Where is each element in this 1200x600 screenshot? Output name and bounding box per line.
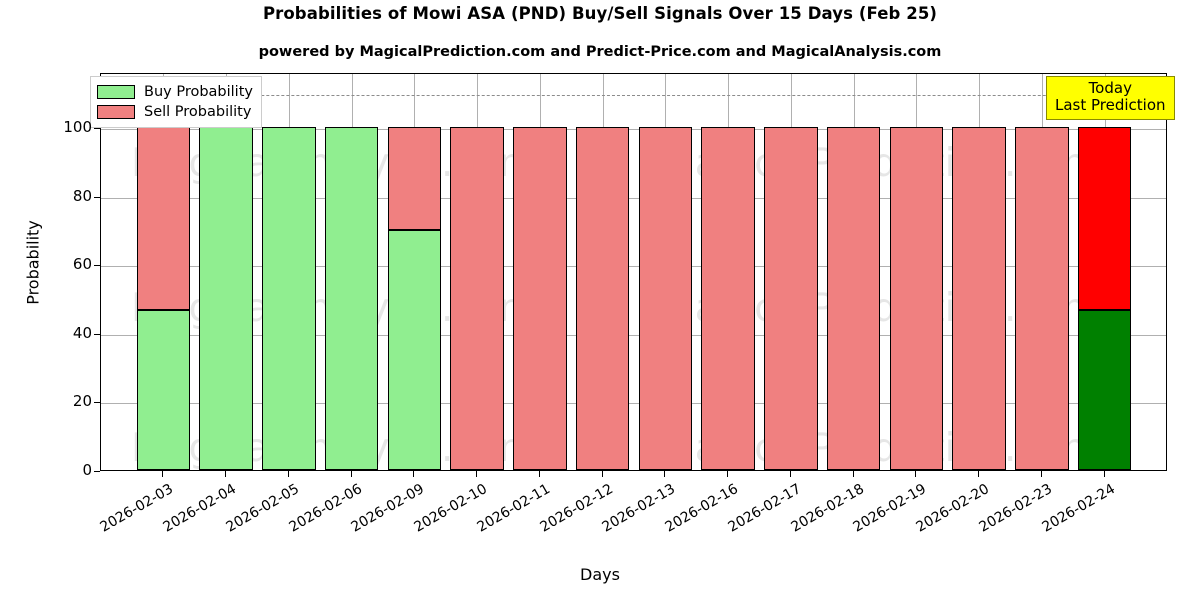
y-axis-tick-mark — [94, 265, 100, 267]
legend-swatch-sell — [97, 105, 135, 119]
bar-segment-sell[interactable] — [450, 127, 504, 470]
x-axis-tick-mark — [1040, 471, 1042, 477]
y-axis-tick-label: 20 — [72, 392, 92, 411]
bar-group[interactable] — [136, 127, 191, 470]
bar-group[interactable] — [450, 127, 504, 470]
x-axis-tick-mark — [852, 471, 854, 477]
bar-segment-sell[interactable] — [575, 127, 630, 470]
x-axis-tick-mark — [789, 471, 791, 477]
bar-group[interactable] — [387, 127, 442, 470]
y-axis-tick-label: 60 — [72, 255, 92, 274]
x-axis-tick-mark — [915, 471, 917, 477]
bar-group[interactable] — [262, 127, 316, 470]
bar-segment-sell[interactable] — [764, 127, 818, 470]
today-annotation-line2: Last Prediction — [1055, 96, 1166, 115]
x-axis-label: Days — [580, 565, 620, 584]
x-axis-tick-mark — [1103, 471, 1105, 477]
reference-line — [101, 94, 1166, 96]
bar-group[interactable] — [513, 127, 567, 470]
x-axis-tick-mark — [225, 471, 227, 477]
x-axis-tick-mark — [413, 471, 415, 477]
y-axis-tick-label: 0 — [82, 461, 92, 479]
bar-segment-buy[interactable] — [324, 127, 379, 470]
y-axis-tick-label: 100 — [63, 118, 92, 136]
gridline-horizontal — [101, 403, 1166, 405]
bar-segment-sell[interactable] — [638, 127, 693, 470]
x-axis-tick-mark — [350, 471, 352, 477]
bar-group[interactable] — [199, 127, 253, 470]
bar-group[interactable] — [952, 127, 1006, 470]
gridline-horizontal — [101, 266, 1166, 268]
x-axis-tick-mark — [162, 471, 164, 477]
bar-segment-sell[interactable] — [136, 127, 191, 310]
bar-group[interactable] — [701, 127, 755, 470]
legend-item-buy: Buy Probability — [97, 82, 253, 102]
y-axis-tick-mark — [94, 333, 100, 335]
legend-item-sell: Sell Probability — [97, 102, 253, 122]
y-axis-tick-label: 80 — [72, 186, 92, 205]
x-axis-tick-mark — [601, 471, 603, 477]
today-annotation: Today Last Prediction — [1046, 76, 1175, 120]
bar-group[interactable] — [638, 127, 693, 470]
bar-group[interactable] — [324, 127, 379, 470]
y-axis-tick-mark — [94, 128, 100, 129]
bar-segment-sell[interactable] — [513, 127, 567, 470]
y-axis-tick-mark — [94, 471, 100, 472]
legend-label-buy: Buy Probability — [144, 83, 253, 100]
plot-area: MagicalAnalysis.comMagicalPrediction.com… — [100, 73, 1167, 471]
x-axis-tick-mark — [476, 471, 478, 477]
y-axis-tick-label: 40 — [72, 323, 92, 342]
bar-segment-buy[interactable] — [136, 309, 191, 470]
gridline-horizontal — [101, 334, 1166, 336]
today-annotation-line1: Today — [1088, 79, 1132, 97]
legend-swatch-buy — [97, 85, 135, 99]
bar-segment-sell[interactable] — [387, 127, 442, 230]
bar-group[interactable] — [1015, 127, 1069, 470]
gridline-horizontal — [101, 129, 1166, 130]
chart-legend: Buy Probability Sell Probability — [90, 76, 262, 128]
x-axis-tick-mark — [538, 471, 540, 477]
y-axis-tick-mark — [94, 402, 100, 404]
bar-segment-sell[interactable] — [1015, 127, 1069, 470]
bar-segment-buy[interactable] — [262, 127, 316, 470]
x-axis-tick-mark — [664, 471, 666, 477]
bar-group[interactable] — [826, 127, 881, 470]
bar-segment-sell[interactable] — [952, 127, 1006, 470]
y-axis-tick-mark — [94, 196, 100, 198]
legend-label-sell: Sell Probability — [144, 103, 252, 120]
bar-segment-sell[interactable] — [1077, 127, 1132, 310]
bar-segment-sell[interactable] — [826, 127, 881, 470]
bar-segment-buy[interactable] — [1077, 309, 1132, 470]
chart-subtitle: powered by MagicalPrediction.com and Pre… — [258, 44, 942, 60]
bar-group[interactable] — [764, 127, 818, 470]
bar-group[interactable] — [575, 127, 630, 470]
bar-segment-buy[interactable] — [387, 229, 442, 470]
bar-group[interactable] — [889, 127, 944, 470]
page-title: Probabilities of Mowi ASA (PND) Buy/Sell… — [262, 4, 938, 23]
x-axis-tick-mark — [287, 471, 289, 477]
bar-group[interactable] — [1077, 127, 1132, 470]
bar-segment-sell[interactable] — [701, 127, 755, 470]
bar-segment-sell[interactable] — [889, 127, 944, 470]
gridline-horizontal — [101, 197, 1166, 199]
bar-segment-buy[interactable] — [199, 127, 253, 470]
x-axis-tick-mark — [727, 471, 729, 477]
x-axis-tick-mark — [978, 471, 980, 477]
